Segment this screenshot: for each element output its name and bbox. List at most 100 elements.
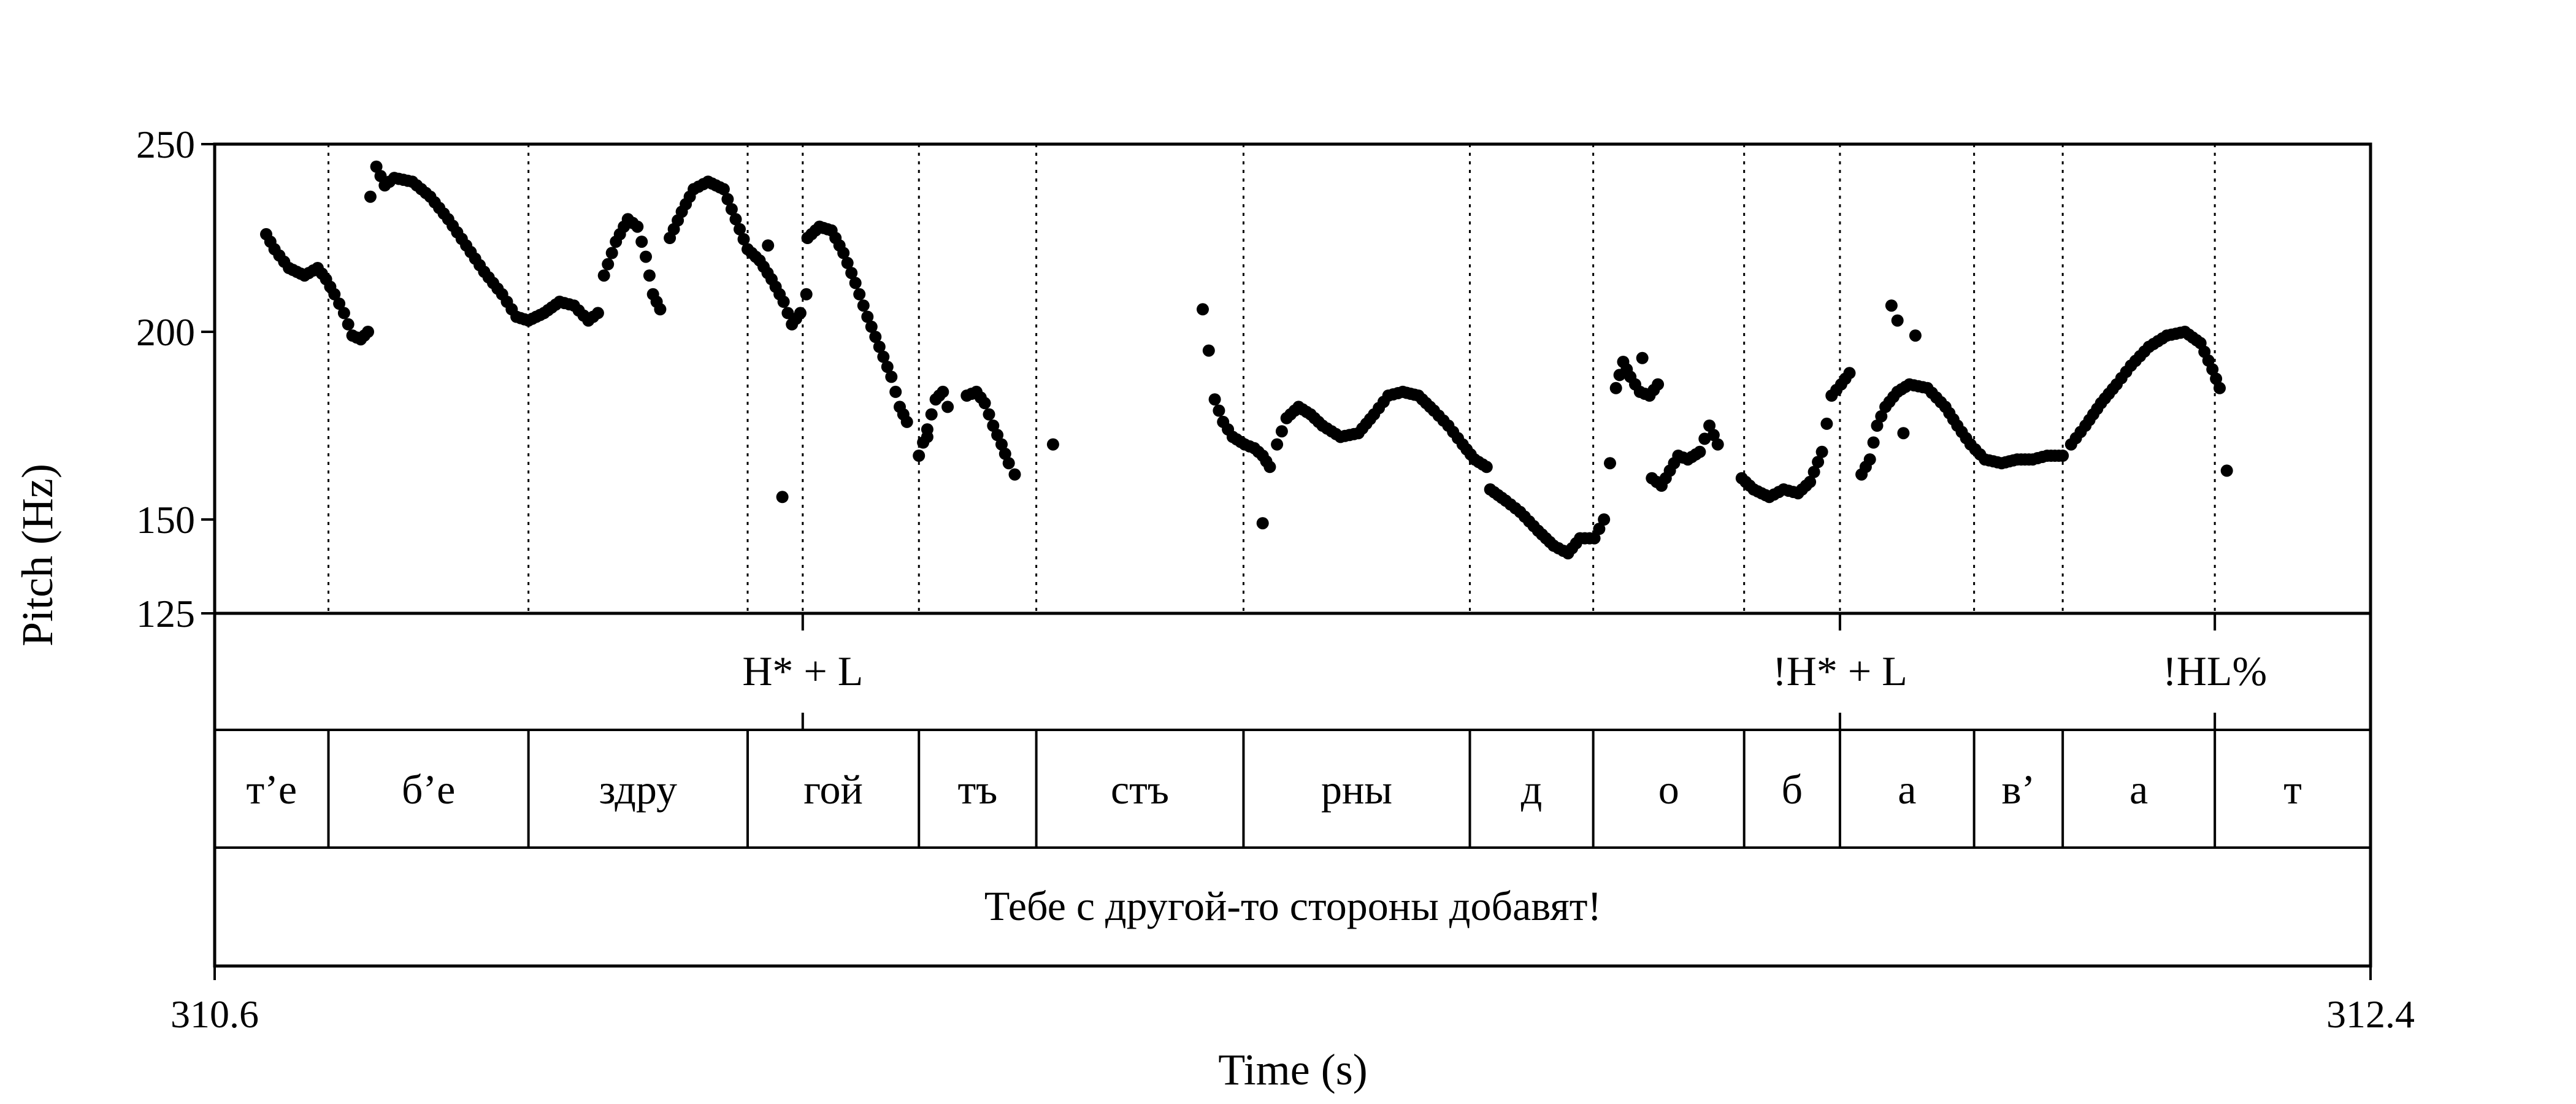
pitch-point [1256, 517, 1269, 530]
y-tick-label-150: 150 [136, 498, 195, 542]
pitch-point [1891, 314, 1904, 327]
pitch-point [999, 447, 1011, 460]
pitch-point [925, 408, 938, 421]
y-tick-label-200: 200 [136, 310, 195, 354]
pitch-point [2206, 363, 2219, 376]
syllable-label: т’е [247, 766, 297, 813]
pitch-point [1271, 438, 1284, 451]
pitch-point [991, 429, 1004, 442]
pitch-point [737, 233, 750, 245]
pitch-point [2220, 464, 2233, 477]
syllable-label: о [1658, 766, 1679, 813]
pitch-point [717, 183, 730, 196]
y-tick-label-125: 125 [136, 592, 195, 635]
pitch-point [631, 220, 644, 233]
tone-label: H* + L [742, 648, 863, 694]
syllable-label: здру [599, 766, 677, 813]
pitch-point [881, 361, 894, 374]
pitch-point [794, 307, 807, 320]
pitch-point [1885, 299, 1898, 312]
pitch-point [602, 258, 615, 270]
pitch-point [889, 385, 902, 398]
syllable-tier: т’е б’е здру гой тъ стъ рны д о б а в’ а т [247, 730, 2302, 848]
pitch-point [1208, 393, 1221, 406]
pitch-point [725, 203, 738, 216]
pitch-point [1897, 427, 1910, 440]
syllable-boundaries [328, 144, 2216, 613]
pitch-point [995, 438, 1008, 451]
pitch-point [328, 288, 341, 301]
syllable-label: тъ [957, 766, 997, 813]
pitch-point [841, 256, 854, 269]
pitch-point [591, 307, 604, 320]
pitch-point [1815, 445, 1828, 458]
pitch-point [1480, 461, 1493, 473]
syllable-label: б [1781, 766, 1803, 813]
pitch-point [1807, 466, 1820, 478]
syllable-label: д [1521, 766, 1543, 813]
pitch-point [605, 247, 618, 259]
pitch-point [337, 307, 350, 320]
pitch-point [800, 288, 813, 301]
pitch-point [1875, 410, 1888, 423]
pitch-point [729, 213, 742, 226]
syllable-label: а [1898, 766, 1916, 813]
pitch-point [1197, 303, 1209, 316]
pitch-point [762, 239, 775, 252]
pitch-point [845, 267, 858, 280]
pitch-point [2057, 450, 2069, 462]
x-axis: 310.6 312.4 Time (s) [171, 966, 2415, 1094]
pitch-point [1588, 532, 1601, 545]
pitch-point [1843, 367, 1856, 380]
pitch-point [1604, 457, 1616, 470]
pitch-point [364, 190, 377, 203]
pitch-point [1909, 329, 1922, 342]
pitch-plot-frame [213, 142, 2372, 615]
pitch-point [333, 297, 346, 310]
y-axis-title: Pitch (Hz) [13, 464, 62, 646]
x-tick-label-end: 312.4 [2326, 992, 2415, 1036]
pitch-point [1867, 436, 1880, 449]
tone-label: !H* + L [1773, 648, 1907, 694]
pitch-point [2210, 372, 2223, 385]
pitch-point [342, 318, 355, 331]
syllable-label: гой [803, 766, 863, 813]
pitch-point [597, 269, 610, 282]
pitch-point [654, 303, 667, 316]
pitch-point [869, 331, 882, 343]
pitch-point [1202, 344, 1215, 357]
pitch-point [777, 296, 790, 308]
pitch-point [983, 408, 995, 421]
pitch-point [1863, 453, 1876, 466]
syllable-label: т [2283, 766, 2302, 813]
pitch-point [978, 397, 991, 410]
pitch-point [913, 450, 926, 462]
pitch-point [1008, 468, 1021, 481]
tier-frame [213, 611, 2372, 968]
pitch-point [776, 491, 789, 504]
pitch-point [987, 420, 1000, 432]
pitch-point [837, 247, 850, 259]
pitch-point [885, 370, 898, 383]
pitch-point [1652, 378, 1665, 391]
pitch-point [370, 160, 383, 173]
syllable-label: рны [1321, 766, 1392, 813]
syllable-label: стъ [1111, 766, 1169, 813]
pitch-point [374, 170, 387, 182]
pitch-point [1711, 438, 1724, 451]
sentence-label: Тебе с другой-то стороны добавят! [984, 883, 1601, 929]
y-tick-label-250: 250 [136, 123, 195, 166]
tone-tier: H* + L !H* + L !HL% [742, 613, 2267, 730]
tone-label: !HL% [2163, 648, 2267, 694]
pitch-point [1804, 475, 1817, 488]
pitch-point [865, 320, 878, 333]
pitch-point [640, 250, 652, 263]
pitch-point [857, 299, 870, 312]
pitch-point [1693, 445, 1706, 458]
pitch-point [937, 385, 949, 398]
pitch-point [362, 326, 374, 338]
x-tick-label-start: 310.6 [171, 992, 259, 1036]
pitch-point [1871, 420, 1884, 432]
y-axis: 250 200 150 125 Pitch (Hz) [13, 123, 215, 646]
syllable-label: а [2129, 766, 2148, 813]
